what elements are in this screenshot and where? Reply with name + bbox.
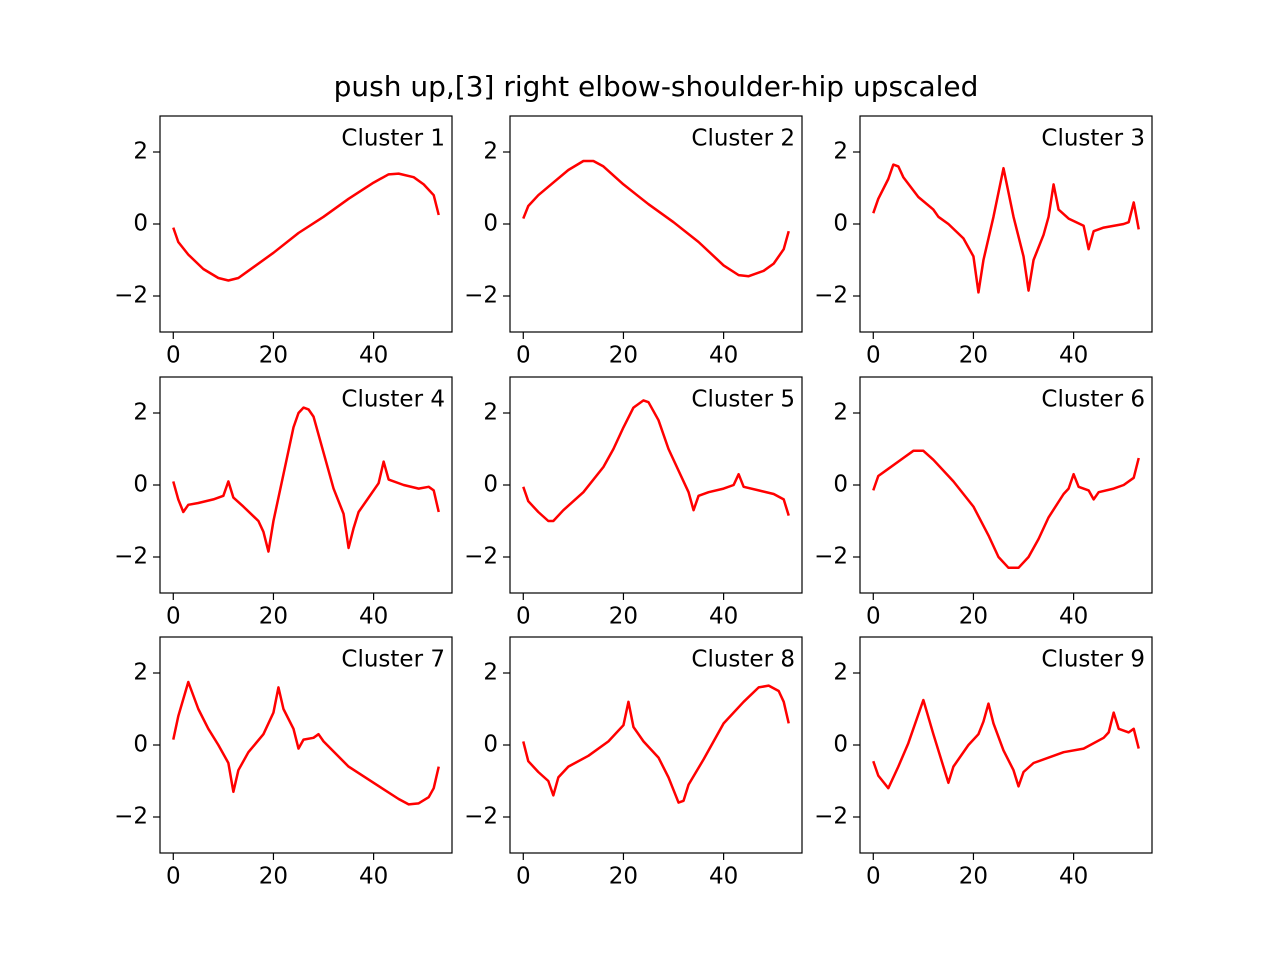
- x-tick-label: 0: [516, 604, 531, 630]
- x-tick-label: 20: [959, 604, 988, 630]
- y-tick-label: 2: [833, 660, 848, 686]
- y-tick-label: 0: [483, 211, 498, 237]
- x-tick-label: 20: [259, 343, 288, 369]
- data-line: [172, 680, 440, 806]
- x-tick-label: 0: [516, 864, 531, 890]
- x-tick-label: 20: [959, 864, 988, 890]
- axes-frame: [159, 636, 453, 854]
- y-tick-label: 2: [133, 139, 148, 165]
- x-tick-label: 0: [866, 604, 881, 630]
- y-tick-label: 0: [833, 472, 848, 498]
- axes-frame: [509, 376, 803, 594]
- y-tick-label: 2: [483, 139, 498, 165]
- y-tick-label: −2: [114, 804, 148, 830]
- x-tick-label: 40: [1059, 343, 1088, 369]
- x-tick-label: 40: [709, 343, 738, 369]
- y-tick-label: 2: [133, 660, 148, 686]
- figure-title: push up,[3] right elbow-shoulder-hip ups…: [334, 70, 979, 103]
- cluster-label: Cluster 7: [341, 647, 445, 673]
- cluster-label: Cluster 3: [1041, 126, 1145, 152]
- data-line: [172, 172, 440, 282]
- x-tick-label: 40: [1059, 864, 1088, 890]
- x-tick-label: 20: [259, 604, 288, 630]
- x-tick-label: 40: [709, 604, 738, 630]
- x-tick-label: 20: [959, 343, 988, 369]
- x-tick-label: 20: [609, 864, 638, 890]
- y-tick-label: 0: [833, 732, 848, 758]
- y-tick-label: −2: [464, 804, 498, 830]
- x-tick-label: 0: [166, 604, 181, 630]
- x-tick-label: 40: [359, 864, 388, 890]
- x-tick-label: 0: [166, 343, 181, 369]
- x-tick-label: 40: [359, 604, 388, 630]
- x-tick-label: 20: [609, 604, 638, 630]
- data-line: [872, 698, 1140, 790]
- y-tick-label: −2: [814, 804, 848, 830]
- y-tick-label: 0: [133, 211, 148, 237]
- cluster-label: Cluster 1: [341, 126, 445, 152]
- y-tick-label: −2: [814, 283, 848, 309]
- y-tick-label: 2: [133, 400, 148, 426]
- x-tick-label: 20: [259, 864, 288, 890]
- axes-frame: [159, 376, 453, 594]
- y-tick-label: 0: [133, 732, 148, 758]
- data-line: [522, 159, 790, 278]
- data-line: [872, 163, 1140, 294]
- axes-frame: [859, 376, 1153, 594]
- y-tick-label: 2: [833, 139, 848, 165]
- y-tick-label: −2: [464, 544, 498, 570]
- axes-frame: [859, 636, 1153, 854]
- y-tick-label: −2: [114, 283, 148, 309]
- x-tick-label: 0: [166, 864, 181, 890]
- cluster-label: Cluster 2: [691, 126, 795, 152]
- axes-frame: [859, 115, 1153, 333]
- data-line: [522, 399, 790, 523]
- y-tick-label: 2: [833, 400, 848, 426]
- y-tick-label: 0: [483, 732, 498, 758]
- axes-frame: [509, 636, 803, 854]
- data-line: [872, 449, 1140, 570]
- y-tick-label: −2: [114, 544, 148, 570]
- x-tick-label: 40: [1059, 604, 1088, 630]
- axes-frame: [159, 115, 453, 333]
- y-tick-label: 0: [833, 211, 848, 237]
- cluster-label: Cluster 8: [691, 647, 795, 673]
- axes-frame: [509, 115, 803, 333]
- y-tick-label: 2: [483, 660, 498, 686]
- x-tick-label: 0: [516, 343, 531, 369]
- y-tick-label: −2: [464, 283, 498, 309]
- x-tick-label: 0: [866, 864, 881, 890]
- y-tick-label: 0: [483, 472, 498, 498]
- data-line: [172, 406, 440, 553]
- y-tick-label: 2: [483, 400, 498, 426]
- y-tick-label: −2: [814, 544, 848, 570]
- y-tick-label: 0: [133, 472, 148, 498]
- cluster-label: Cluster 9: [1041, 647, 1145, 673]
- x-tick-label: 40: [359, 343, 388, 369]
- x-tick-label: 40: [709, 864, 738, 890]
- x-tick-label: 0: [866, 343, 881, 369]
- cluster-label: Cluster 5: [691, 387, 795, 413]
- x-tick-label: 20: [609, 343, 638, 369]
- cluster-label: Cluster 4: [341, 387, 445, 413]
- data-line: [522, 684, 790, 804]
- cluster-label: Cluster 6: [1041, 387, 1145, 413]
